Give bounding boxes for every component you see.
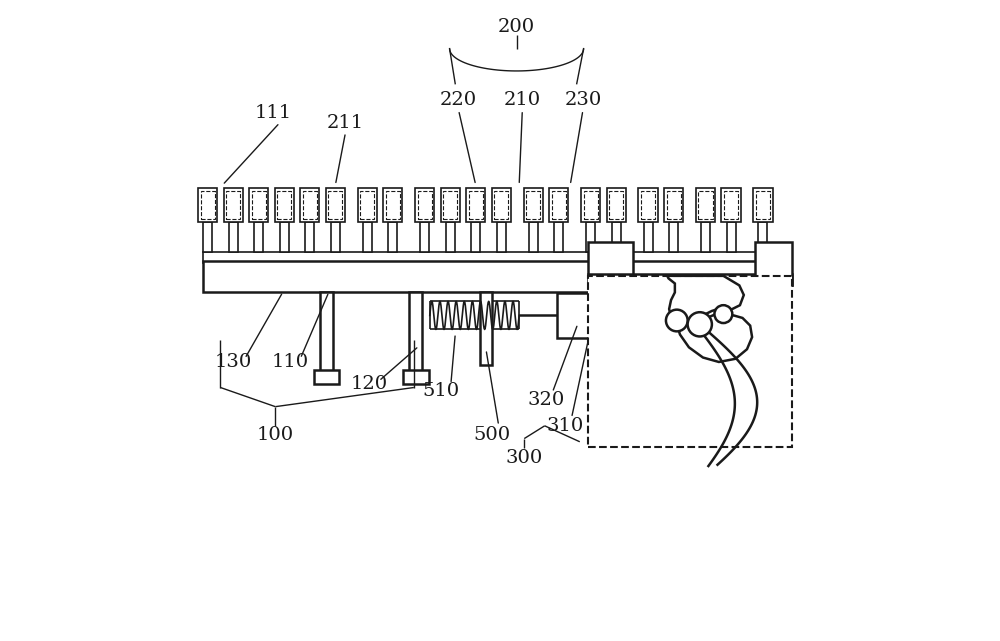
Circle shape [714,305,732,323]
Bar [305,222,314,251]
Bar [418,191,432,219]
Bar [588,242,633,277]
Bar [326,188,345,222]
Bar [549,188,568,222]
Bar [724,191,738,219]
Bar [358,188,377,222]
Bar [667,191,681,219]
Bar [666,312,685,328]
Bar [277,191,291,219]
Bar [275,188,294,222]
Bar [644,222,653,251]
Bar [420,222,429,251]
Text: 220: 220 [440,91,477,110]
Bar [589,301,614,329]
Bar [409,292,422,372]
Bar [443,191,457,219]
Text: 320: 320 [527,391,565,409]
Bar [226,191,240,219]
Bar [756,191,770,219]
Bar [701,222,710,251]
Bar [203,261,784,292]
Circle shape [688,312,712,337]
Bar [320,292,333,372]
Text: 120: 120 [351,376,388,394]
Bar [696,188,715,222]
Bar [403,370,429,385]
Bar [300,188,319,222]
Circle shape [666,310,688,331]
Text: 110: 110 [272,353,309,371]
Bar [755,242,792,285]
Bar [584,191,598,219]
Bar [494,191,508,219]
Bar [698,191,713,219]
Bar [552,191,566,219]
Bar [586,222,595,251]
Bar [753,188,773,222]
Bar [529,222,538,251]
Bar [331,222,340,251]
Bar [229,222,238,251]
Text: 200: 200 [498,18,535,36]
Bar [360,191,374,219]
Text: 211: 211 [327,113,364,131]
Bar [669,222,678,251]
Bar [492,188,511,222]
Bar [198,188,217,222]
Bar [664,188,683,222]
Bar [638,188,658,222]
Bar [363,222,372,251]
Text: 510: 510 [423,381,460,400]
Bar [612,222,621,251]
Bar [607,188,626,222]
Bar [466,188,485,222]
Text: 230: 230 [564,91,602,110]
Bar [249,188,268,222]
Bar [721,188,741,222]
Bar [441,188,460,222]
Text: 130: 130 [215,353,252,371]
Bar [388,222,397,251]
Bar [224,188,243,222]
Bar [588,274,792,285]
Bar [328,191,342,219]
Bar [201,191,215,219]
Bar [758,222,767,251]
Text: 100: 100 [257,426,294,444]
Bar [641,191,655,219]
Bar [415,188,434,222]
Bar [469,191,483,219]
Text: 111: 111 [255,104,292,122]
Bar [524,188,543,222]
Bar [526,191,540,219]
Bar [203,251,784,263]
Bar [203,222,212,251]
Bar [480,292,492,365]
Bar [303,191,317,219]
Bar [554,222,563,251]
Bar [446,222,455,251]
Bar [557,293,593,338]
Bar [727,222,736,251]
Text: 210: 210 [504,91,541,110]
Text: 500: 500 [474,426,511,444]
Bar [609,191,623,219]
Text: 310: 310 [546,417,584,435]
Bar [581,188,600,222]
Bar [471,222,480,251]
Bar [383,188,402,222]
Bar [314,370,339,385]
Bar [252,191,266,219]
Bar [280,222,289,251]
Text: 300: 300 [506,449,543,467]
Bar [254,222,263,251]
Bar [386,191,400,219]
Bar [615,308,646,332]
Bar [588,276,792,447]
Bar [497,222,506,251]
